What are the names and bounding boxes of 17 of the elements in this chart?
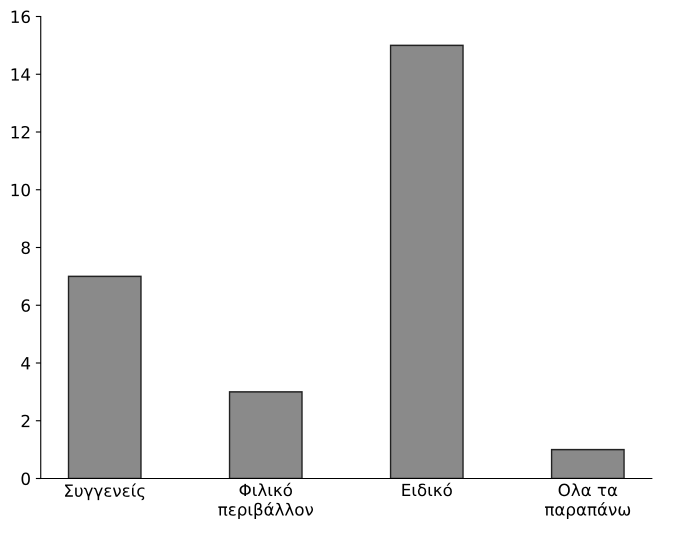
x-tick-label: Συγγενείς [65,483,144,500]
x-tick-label: Φιλικό περιβάλλον [218,482,314,519]
y-tick-label: 14 [12,68,30,81]
bar [228,391,303,478]
y-tick-label: 4 [21,357,30,370]
y-tick-label: 8 [22,241,30,254]
y-tick-label: 12 [12,126,30,138]
y-tick-label: 16 [12,10,30,24]
bar [550,448,625,478]
y-tick-label: 6 [22,299,30,312]
y-tick-label: 2 [22,414,30,428]
x-tick-label: Ειδικό [402,482,452,496]
bar [390,44,464,478]
y-tick-label: 10 [12,184,30,196]
x-tick-label: Ολα τα παραπάνω [544,483,630,519]
bar [68,276,142,478]
y-tick-label: 0 [22,472,30,486]
